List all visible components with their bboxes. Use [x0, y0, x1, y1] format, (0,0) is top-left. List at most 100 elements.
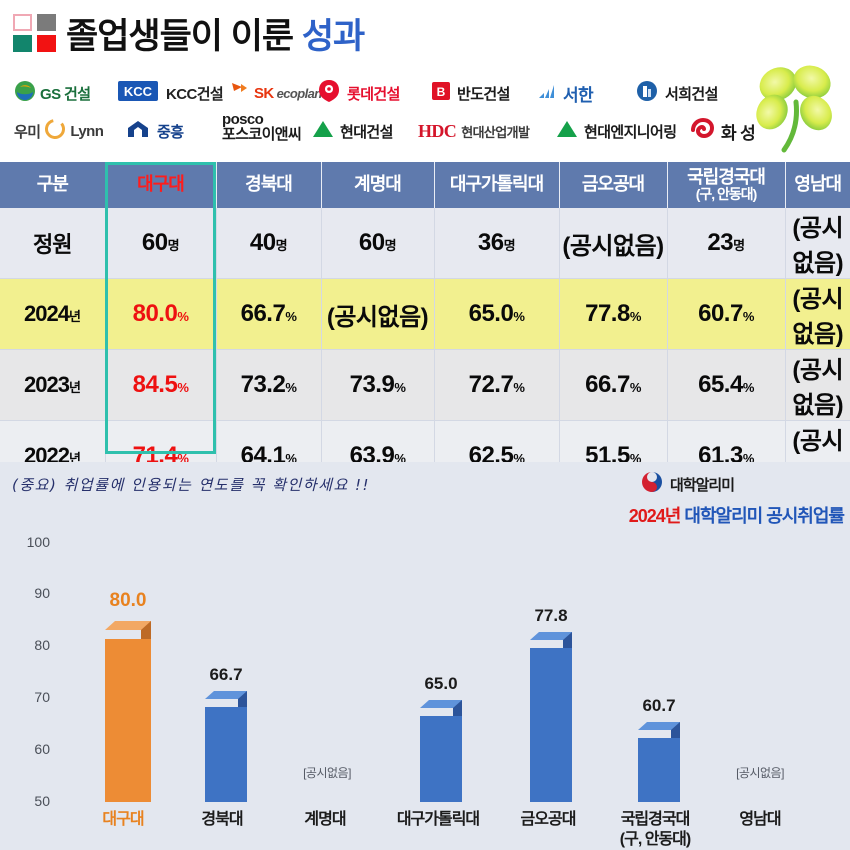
cell-unit: % [513, 380, 525, 395]
ytick-90: 90 [34, 585, 50, 601]
cell-unit: % [177, 451, 189, 466]
row-label-jeongwon: 정원 [0, 208, 106, 279]
cell-jeongwon-catholic: 36명 [434, 208, 560, 279]
row-label-2024-text: 2024 [24, 301, 70, 326]
partner-sk-ecoplant: SK ecoplant [228, 78, 326, 108]
partner-hwaseong: 화 성 [690, 116, 756, 146]
seohan-wave-icon [537, 81, 559, 106]
cell-unit: % [742, 309, 755, 324]
col-header-gyeongguk[interactable]: 국립경국대 (구, 안동대) [667, 162, 786, 208]
alrimi-logo-label: 대학알리미 [670, 477, 735, 494]
chart-panel: (중요) 취업률에 인용되는 연도를 꼭 확인하세요 !! 대학알리미 2024… [0, 462, 850, 850]
cell-unit: % [394, 380, 406, 395]
cell-jeongwon-gyeongguk: 23명 [667, 208, 786, 279]
cat-label-gyeongguk: 국립경국대 (구, 안동대) [619, 811, 691, 848]
lynn-circle-icon [44, 118, 66, 145]
mark-square-green [13, 35, 32, 52]
bar-gyeongguk[interactable] [638, 722, 680, 802]
col-header-kumoh-label: 금오공대 [581, 174, 645, 195]
cell-unit: 명 [167, 238, 180, 253]
alrimi-logo: 대학알리미 [640, 470, 735, 499]
cell-unit: % [285, 380, 297, 395]
cell-jeongwon-kumoh: (공시없음) [559, 208, 668, 279]
partner-joongheung-label: 중흥 [157, 123, 184, 141]
cell-unit: % [394, 451, 406, 466]
header: 졸업생들이 이룬 성과 GS 건설 KCC KCC건설 SK [0, 0, 850, 160]
cell-2024-gyeongguk: 60.7% [667, 278, 786, 350]
table-head: 구분 대구대 경북대 계명대 대구가톨릭대 금오공대 [0, 162, 850, 208]
col-header-kumoh[interactable]: 금오공대 [559, 162, 668, 208]
row-label-2024: 2024년 [0, 278, 106, 350]
col-header-catholic[interactable]: 대구가톨릭대 [434, 162, 560, 208]
partner-lynn-label: Lynn [70, 122, 104, 140]
bar-daegu[interactable] [105, 621, 151, 802]
bar-kyungpook-top [205, 691, 247, 699]
mark-square-red [37, 35, 56, 52]
partner-hyundai-engineering: 현대엔지니어링 [556, 116, 677, 146]
cell-unit: 명 [275, 238, 288, 253]
cell-value: 60.7 [698, 300, 743, 327]
cell-unit: % [177, 309, 189, 324]
partner-posco-label: posco [222, 111, 264, 128]
chart-title: 2024년 대학알리미 공시취업률 [0, 502, 845, 528]
cell-2024-daegu: 80.0% [105, 278, 217, 350]
col-header-kyungpook[interactable]: 경북대 [216, 162, 322, 208]
col-header-gyeongguk-sub: (구, 안동대) [695, 186, 758, 203]
cell-2023-keimyung: 73.9% [321, 349, 435, 421]
taegeuk-icon [640, 470, 664, 499]
col-header-gubun[interactable]: 구분 [0, 162, 106, 208]
partner-hdc-badge-label: HDC [418, 120, 457, 141]
cell-value: (공시없음) [792, 286, 844, 348]
bar-catholic[interactable] [420, 700, 462, 802]
brand-square-mark-icon [13, 14, 59, 54]
page-title-black: 졸업생들이 이룬 [66, 17, 294, 56]
cell-value: (공시없음) [326, 303, 429, 331]
bar-gyeongguk-top [638, 722, 680, 730]
cat-label-yeungnam: 영남대 [739, 811, 781, 828]
partner-posco-enc-label: 포스코이앤씨 [222, 126, 302, 143]
col-header-daegu[interactable]: 대구대 [105, 162, 217, 208]
col-header-gyeongguk-label: 국립경국대 [687, 166, 766, 187]
bar-kumoh[interactable] [530, 632, 572, 802]
partner-kcc-geonseol: KCC KCC건설 [118, 78, 224, 108]
hyundai-eng-triangle-icon [556, 120, 578, 143]
page-title: 졸업생들이 이룬 성과 [66, 8, 365, 59]
hyundai-triangle-icon [312, 120, 334, 143]
bar-catholic-top [420, 700, 462, 708]
bar-value-daegu: 80.0 [109, 590, 147, 611]
chart-title-year: 2024년 [628, 506, 682, 526]
partner-hyundai-geonseol-label: 현대건설 [340, 123, 393, 141]
bar-kyungpook[interactable] [205, 691, 247, 802]
cell-unit: % [629, 309, 642, 324]
sk-butterfly-icon [228, 80, 250, 107]
partner-hwaseong-label: 화 성 [721, 123, 756, 143]
ytick-70: 70 [34, 689, 50, 705]
mark-square-gray [37, 14, 56, 31]
cell-unit: % [513, 451, 525, 466]
cell-value: (공시없음) [562, 232, 664, 260]
cell-value: 23 [707, 229, 734, 256]
cell-value: 66.7 [585, 371, 630, 398]
page-title-blue: 성과 [301, 17, 365, 56]
partner-hyundai-geonseol: 현대건설 [312, 116, 393, 146]
cell-jeongwon-kyungpook: 40명 [216, 208, 322, 279]
ytick-60: 60 [34, 741, 50, 757]
bar-value-kumoh: 77.8 [534, 606, 568, 625]
joongheung-arch-icon [126, 119, 150, 144]
employment-rate-table-wrap: 구분 대구대 경북대 계명대 대구가톨릭대 금오공대 [0, 162, 850, 563]
cell-unit: % [629, 380, 642, 395]
cell-unit: 명 [733, 238, 745, 253]
col-header-keimyung[interactable]: 계명대 [321, 162, 435, 208]
bar-value-gyeongguk: 60.7 [642, 696, 676, 715]
cell-unit: % [285, 451, 297, 466]
mark-square-white [13, 14, 32, 31]
cell-value: (공시없음) [792, 357, 844, 419]
cell-value: 60 [358, 229, 385, 256]
col-header-yeungnam[interactable]: 영남대 [785, 162, 850, 208]
cell-2024-kyungpook: 66.7% [216, 278, 322, 350]
bando-b-badge-icon: B [432, 81, 450, 105]
cell-2023-yeungnam: (공시없음) [785, 349, 850, 421]
cell-value: (공시없음) [792, 215, 844, 277]
kcc-badge-icon: KCC [118, 80, 158, 106]
cell-2023-daegu: 84.5% [105, 349, 217, 421]
